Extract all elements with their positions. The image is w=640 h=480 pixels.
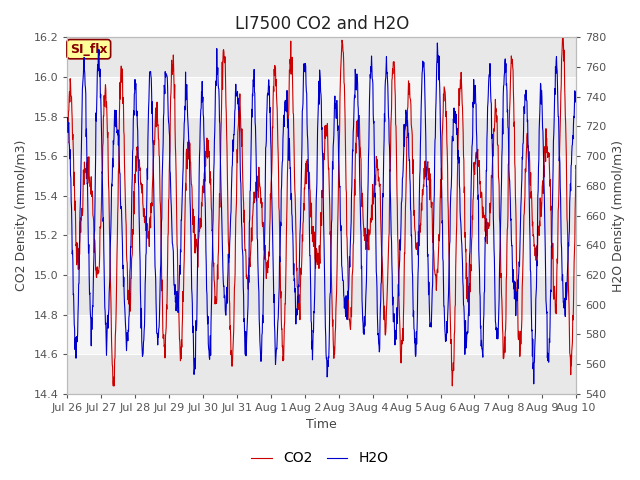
CO2 xyxy=(572,165,580,171)
H2O xyxy=(433,40,441,46)
H2O xyxy=(572,89,580,95)
H2O xyxy=(290,261,298,266)
Bar xyxy=(67,196,576,235)
Bar xyxy=(67,354,576,394)
Title: LI7500 CO2 and H2O: LI7500 CO2 and H2O xyxy=(235,15,409,33)
H2O xyxy=(124,332,131,337)
Legend: CO2, H2O: CO2, H2O xyxy=(246,445,394,471)
Line: H2O: H2O xyxy=(67,43,576,384)
CO2 xyxy=(300,218,307,224)
CO2 xyxy=(280,357,287,363)
CO2 xyxy=(559,32,566,37)
Bar xyxy=(67,117,576,156)
CO2 xyxy=(109,383,117,389)
Bar xyxy=(67,275,576,314)
H2O xyxy=(353,71,361,77)
Bar xyxy=(67,156,576,196)
X-axis label: Time: Time xyxy=(307,419,337,432)
CO2 xyxy=(353,118,361,124)
Y-axis label: CO2 Density (mmol/m3): CO2 Density (mmol/m3) xyxy=(15,140,28,291)
H2O xyxy=(299,101,307,107)
H2O xyxy=(103,340,111,346)
Text: SI_flx: SI_flx xyxy=(70,43,108,56)
H2O xyxy=(530,381,538,387)
Bar xyxy=(67,77,576,117)
Line: CO2: CO2 xyxy=(67,35,576,386)
H2O xyxy=(280,128,287,134)
CO2 xyxy=(124,297,132,302)
Bar xyxy=(67,37,576,77)
Bar xyxy=(67,314,576,354)
Y-axis label: H2O Density (mmol/m3): H2O Density (mmol/m3) xyxy=(612,140,625,291)
Bar xyxy=(67,235,576,275)
H2O xyxy=(63,115,71,120)
CO2 xyxy=(63,138,71,144)
CO2 xyxy=(291,151,298,156)
CO2 xyxy=(103,108,111,113)
